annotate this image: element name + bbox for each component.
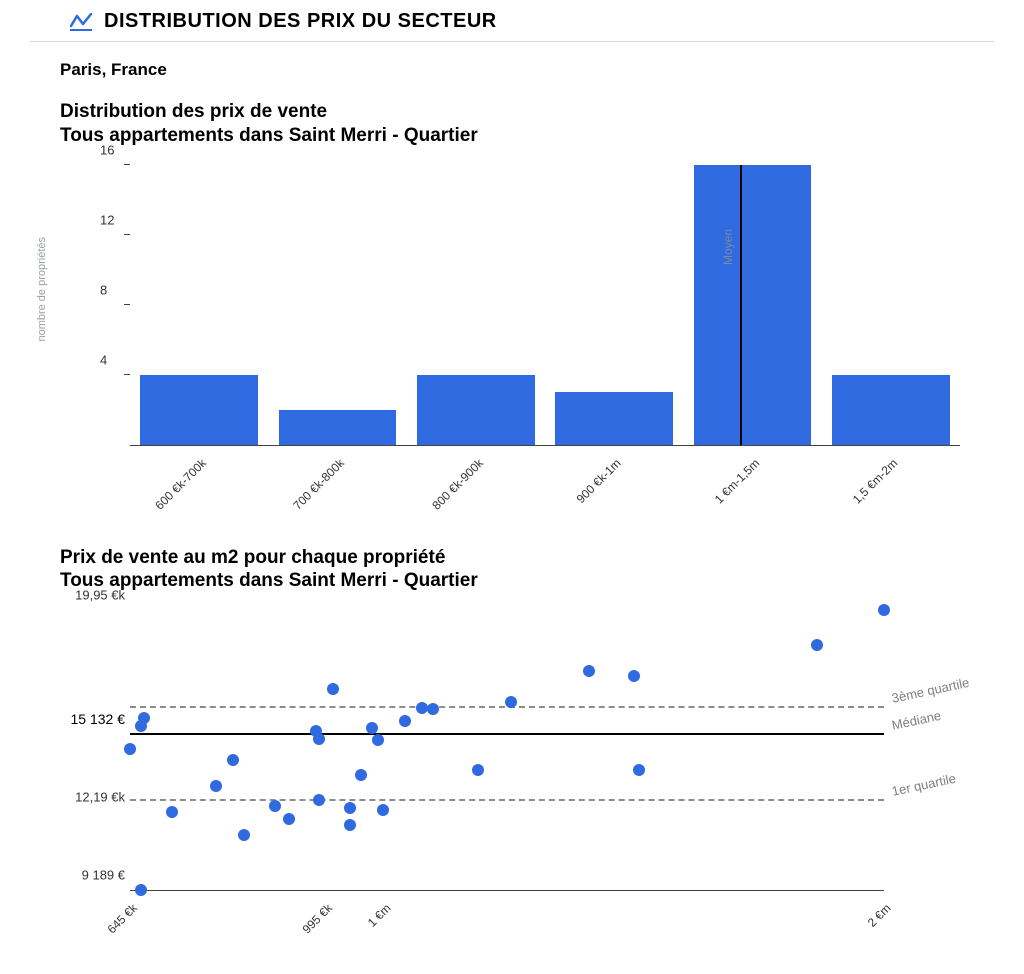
avg-line-label: Moyen — [721, 229, 735, 265]
scatter-point — [344, 819, 356, 831]
scatter-point — [377, 804, 389, 816]
scatter-point — [344, 802, 356, 814]
bar — [555, 392, 673, 445]
chart-title-line1: Prix de vente au m2 pour chaque propriét… — [60, 546, 994, 570]
scatter-x-tick: 2 €m — [865, 901, 894, 930]
scatter-point — [427, 703, 439, 715]
bar-chart-area: nombre de propriétés 481216Moyen 600 €k-… — [60, 166, 994, 526]
bar-chart-block: Distribution des prix de vente Tous appa… — [30, 90, 994, 526]
bar-x-tick: 800 €k-900k — [429, 456, 486, 513]
scatter-point — [313, 733, 325, 745]
bar — [694, 165, 812, 445]
scatter-ref-label: 1er quartile — [890, 764, 991, 799]
bar-x-ticks: 600 €k-700k 700 €k-800k 800 €k-900k 900 €k-… — [130, 446, 960, 526]
scatter-chart-area: 19,95 €k15 132 €12,19 €k9 189 €3ème quar… — [60, 611, 994, 931]
scatter-point — [138, 712, 150, 724]
scatter-point — [505, 696, 517, 708]
scatter-y-tick: 15 132 € — [70, 711, 125, 727]
scatter-point — [583, 665, 595, 677]
scatter-point — [472, 764, 484, 776]
scatter-point — [399, 715, 411, 727]
chart-title-line1: Distribution des prix de vente — [60, 100, 994, 124]
scatter-point — [633, 764, 645, 776]
scatter-x-tick: 1 €m — [364, 901, 393, 930]
scatter-point — [210, 780, 222, 792]
scatter-point — [811, 639, 823, 651]
scatter-point — [238, 829, 250, 841]
scatter-y-tick: 12,19 €k — [70, 789, 125, 804]
scatter-x-tick: 645 €k — [105, 901, 140, 936]
scatter-point — [166, 806, 178, 818]
bar — [279, 410, 397, 445]
bar-y-tick: 4 — [100, 352, 107, 367]
location-label: Paris, France — [30, 42, 994, 90]
scatter-y-tick: 19,95 €k — [70, 588, 125, 603]
scatter-point — [366, 722, 378, 734]
scatter-point — [269, 800, 281, 812]
bar-plot: 481216Moyen — [130, 166, 960, 446]
chart-title-line2: Tous appartements dans Saint Merri - Qua… — [60, 569, 994, 593]
bar-y-axis-label: nombre de propriétés — [36, 236, 48, 341]
chart-line-icon — [70, 13, 92, 31]
bar-y-tick: 16 — [100, 142, 114, 157]
bar-x-tick: 600 €k-700k — [152, 456, 209, 513]
scatter-ref-line — [130, 799, 884, 801]
scatter-x-ticks: 645 €k995 €k1 €m2 €m — [130, 891, 884, 931]
chart-title-line2: Tous appartements dans Saint Merri - Qua… — [60, 124, 994, 148]
bar-y-tick: 8 — [100, 282, 107, 297]
section-header: DISTRIBUTION DES PRIX DU SECTEUR — [30, 0, 994, 42]
scatter-point — [327, 683, 339, 695]
bar-x-tick: 1,5 €m-2m — [850, 456, 900, 506]
scatter-point — [227, 754, 239, 766]
bar — [140, 375, 258, 445]
scatter-y-tick: 9 189 € — [70, 868, 125, 883]
bar-x-tick: 900 €k-1m — [574, 456, 624, 506]
scatter-x-tick: 995 €k — [299, 901, 334, 936]
avg-line — [740, 165, 742, 445]
scatter-point — [372, 734, 384, 746]
scatter-point — [124, 743, 136, 755]
scatter-point — [628, 670, 640, 682]
section-title: DISTRIBUTION DES PRIX DU SECTEUR — [104, 10, 497, 33]
scatter-ref-line — [130, 733, 884, 735]
scatter-point — [283, 813, 295, 825]
scatter-point — [355, 769, 367, 781]
scatter-point — [313, 794, 325, 806]
bar-y-tick: 12 — [100, 212, 114, 227]
scatter-point — [878, 604, 890, 616]
bar-x-tick: 700 €k-800k — [291, 456, 348, 513]
bar-x-tick: 1 €m-1,5m — [712, 456, 762, 506]
bar — [417, 375, 535, 445]
scatter-plot: 19,95 €k15 132 €12,19 €k9 189 €3ème quar… — [130, 611, 884, 891]
bar — [832, 375, 950, 445]
scatter-chart-block: Prix de vente au m2 pour chaque propriét… — [30, 536, 994, 932]
